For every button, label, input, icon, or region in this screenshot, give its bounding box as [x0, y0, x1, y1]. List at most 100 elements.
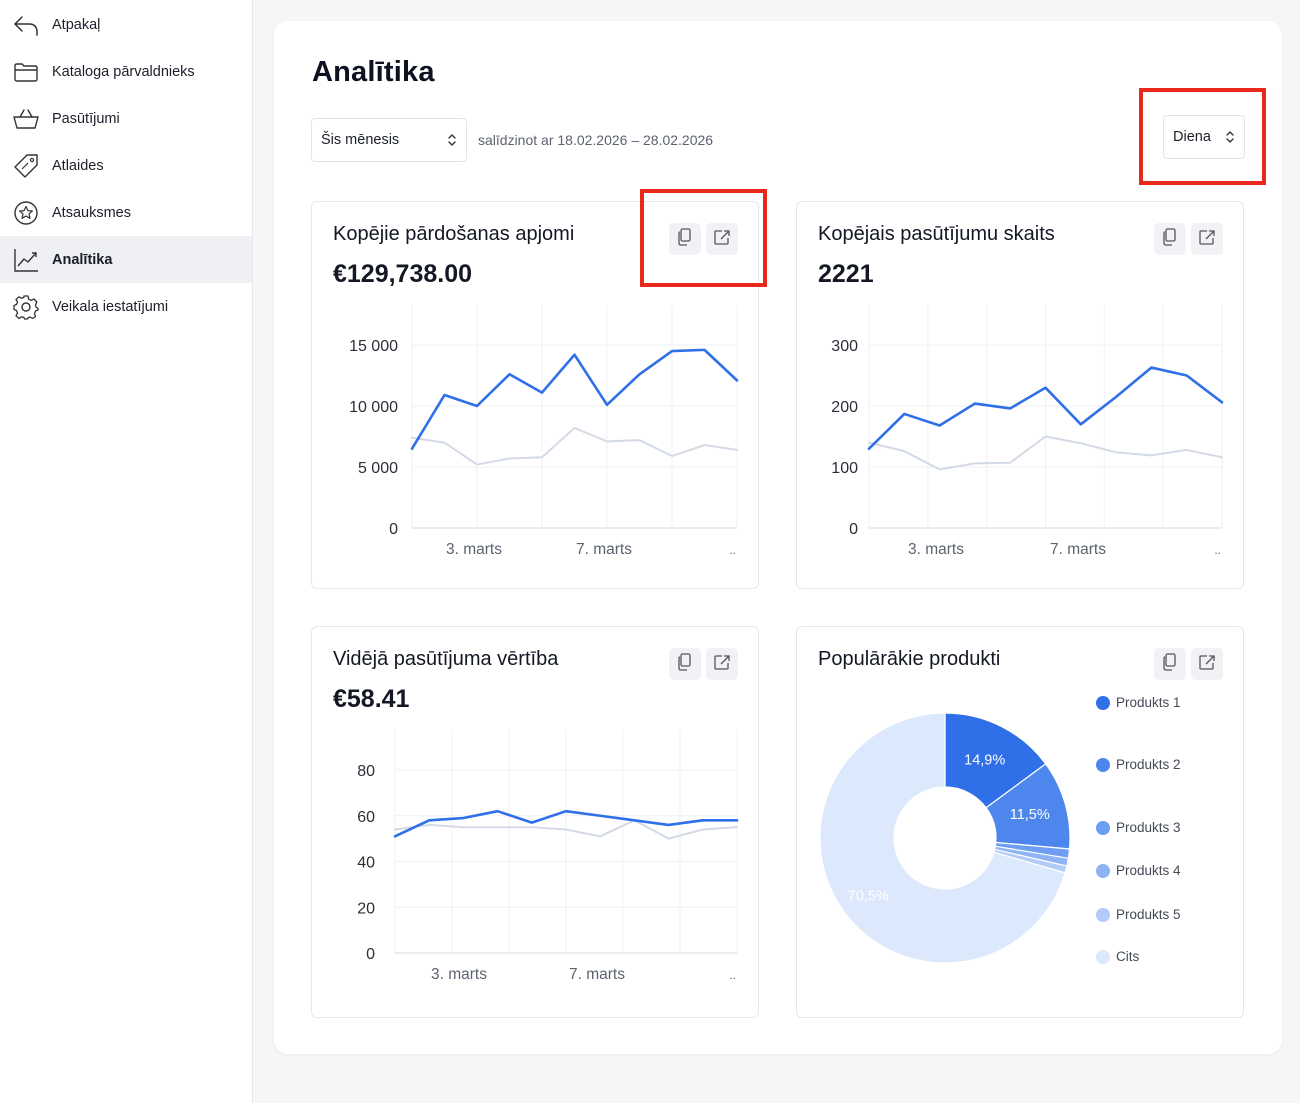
slice-label: 70,5% [848, 889, 889, 905]
top-products-donut-chart: 14,9% 11,5% 70,5% [819, 712, 1071, 964]
avg-order-line-chart: 0 20 40 60 80 3. marts 7. marts.. [357, 730, 739, 983]
donut-slice [819, 712, 1066, 964]
y-tick-label: 15 000 [349, 338, 398, 355]
share-icon [1198, 654, 1216, 675]
legend-dot [1096, 820, 1110, 835]
sidebar: Atpakaļ Kataloga pārvaldnieks Pasūtījumi… [0, 0, 253, 1103]
slice-label: 14,9% [964, 752, 1005, 768]
star-badge-icon [12, 199, 40, 227]
sidebar-item-catalog[interactable]: Kataloga pārvaldnieks [0, 48, 252, 95]
legend-dot [1096, 949, 1110, 964]
legend-dot [1096, 863, 1110, 878]
chevron-updown-icon [448, 134, 456, 146]
avg-order-chart-card: Vidējā pasūtījuma vērtība €58.41 0 20 40 60… [311, 626, 759, 1018]
share-icon [1198, 229, 1216, 250]
sidebar-item-discounts[interactable]: Atlaides [0, 142, 252, 189]
card-title: Vidējā pasūtījuma vērtība [333, 648, 559, 670]
folder-icon [12, 58, 40, 86]
previous-period-line [411, 426, 738, 466]
legend-label: Produkts 4 [1116, 863, 1181, 878]
y-tick-label: 100 [831, 460, 858, 477]
x-tick-label: 7. marts [569, 966, 625, 983]
card-value: €129,738.00 [333, 260, 473, 288]
discount-tag-icon [12, 152, 40, 180]
gear-icon [12, 293, 40, 321]
sidebar-item-orders[interactable]: Pasūtījumi [0, 95, 252, 142]
legend-label: Produkts 5 [1116, 907, 1181, 922]
copy-button[interactable] [669, 223, 701, 255]
legend-item[interactable]: Produkts 1 [1096, 695, 1181, 710]
copy-button[interactable] [669, 648, 701, 680]
sales-chart-card: Kopējie pārdošanas apjomi €129,738.00 0 5… [311, 201, 759, 589]
chart-line-icon [12, 246, 40, 274]
y-tick-label: 60 [357, 809, 375, 826]
orders-line-chart: 0 100 200 300 3. marts 7. marts.. [831, 305, 1224, 558]
share-button[interactable] [1191, 223, 1223, 255]
period-select-value: Šis mēnesis [321, 132, 400, 148]
y-tick-label: 0 [366, 946, 375, 963]
y-tick-label: 10 000 [349, 399, 398, 416]
y-tick-label: 40 [357, 855, 375, 872]
sidebar-item-label: Analītika [52, 251, 113, 268]
y-tick-label: 80 [357, 763, 375, 780]
legend-label: Produkts 1 [1116, 695, 1181, 710]
legend-label: Produkts 3 [1116, 820, 1181, 835]
sidebar-item-label: Pasūtījumi [52, 110, 120, 127]
legend-item[interactable]: Produkts 3 [1096, 820, 1181, 835]
copy-icon [677, 227, 693, 251]
copy-icon [677, 652, 693, 676]
y-tick-label: 0 [849, 521, 858, 538]
granularity-select[interactable]: Diena [1163, 115, 1245, 159]
sidebar-item-back[interactable]: Atpakaļ [0, 1, 252, 48]
share-button[interactable] [706, 648, 738, 680]
legend-item[interactable]: Produkts 2 [1096, 757, 1181, 772]
legend-dot [1096, 907, 1110, 922]
granularity-select-value: Diena [1173, 129, 1211, 145]
y-tick-label: 20 [357, 900, 375, 917]
sidebar-item-label: Kataloga pārvaldnieks [52, 63, 195, 80]
sidebar-item-analytics[interactable]: Analītika [0, 236, 252, 283]
previous-period-line [868, 435, 1223, 471]
compare-range-text: salīdzinot ar 18.02.2026 – 28.02.2026 [478, 132, 714, 148]
x-tick-label: 3. marts [446, 541, 502, 558]
top-products-chart-card: Populārākie produkti 14,9% 11,5% 70,5% Pro… [796, 626, 1244, 1018]
period-select[interactable]: Šis mēnesis [311, 118, 467, 162]
previous-period-line [394, 819, 738, 840]
orders-chart-card: Kopējais pasūtījumu skaits 2221 0 100 200 3… [796, 201, 1244, 589]
copy-icon [1162, 227, 1178, 251]
sidebar-item-label: Atlaides [52, 157, 104, 174]
card-title: Kopējie pārdošanas apjomi [333, 223, 575, 245]
card-value: 2221 [818, 260, 874, 288]
sidebar-item-settings[interactable]: Veikala iestatījumi [0, 283, 252, 330]
current-period-line [867, 366, 1224, 450]
card-value: €58.41 [333, 685, 410, 713]
share-button[interactable] [1191, 648, 1223, 680]
sidebar-item-reviews[interactable]: Atsauksmes [0, 189, 252, 236]
copy-button[interactable] [1154, 223, 1186, 255]
legend-label: Produkts 2 [1116, 757, 1181, 772]
current-period-line [410, 348, 739, 450]
share-icon [713, 654, 731, 675]
x-tick-label: .. [729, 968, 736, 982]
back-arrow-icon [12, 11, 40, 39]
share-button[interactable] [706, 223, 738, 255]
page-title: Analītika [312, 56, 435, 88]
legend-dot [1096, 695, 1110, 710]
current-period-line [393, 809, 739, 838]
card-title: Populārākie produkti [818, 648, 1001, 670]
x-tick-label: 3. marts [908, 541, 964, 558]
x-tick-label: 7. marts [576, 541, 632, 558]
legend-item[interactable]: Produkts 5 [1096, 907, 1181, 922]
legend-item[interactable]: Cits [1096, 949, 1139, 964]
y-tick-label: 5 000 [358, 460, 398, 477]
sidebar-item-label: Veikala iestatījumi [52, 298, 169, 315]
x-tick-label: 3. marts [431, 966, 487, 983]
legend-label: Cits [1116, 949, 1140, 964]
sidebar-item-label: Atsauksmes [52, 204, 131, 221]
x-tick-label: .. [1214, 543, 1221, 557]
basket-icon [12, 105, 40, 133]
copy-icon [1162, 652, 1178, 676]
card-title: Kopējais pasūtījumu skaits [818, 223, 1055, 245]
copy-button[interactable] [1154, 648, 1186, 680]
legend-item[interactable]: Produkts 4 [1096, 863, 1181, 878]
